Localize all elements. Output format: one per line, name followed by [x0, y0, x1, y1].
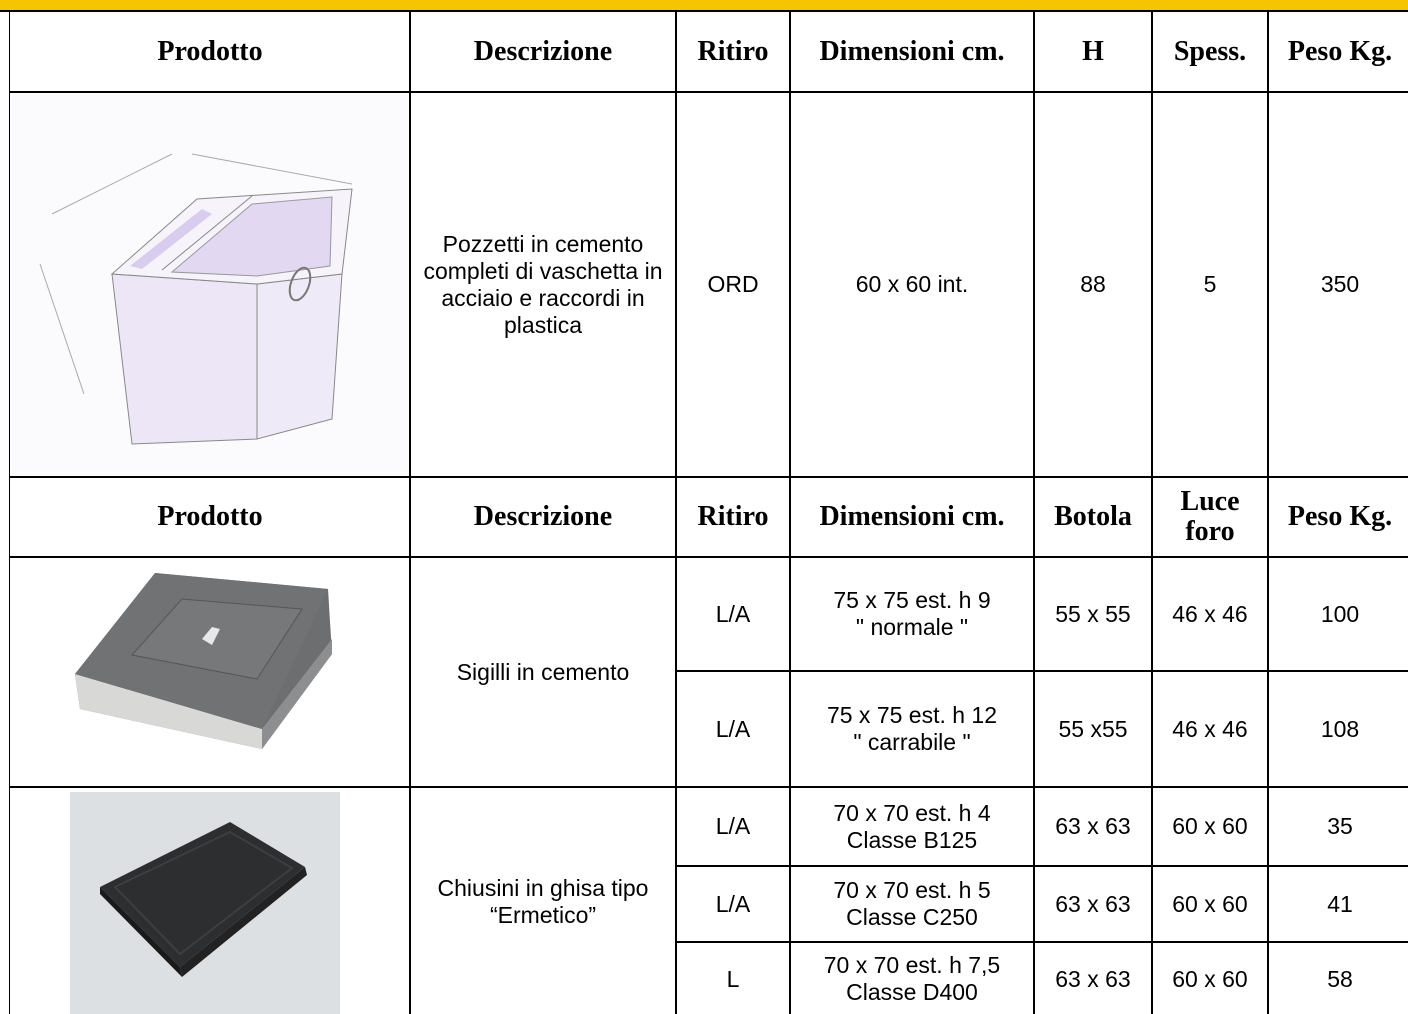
cell-value: 46 x 46 [1151, 670, 1269, 788]
cell-value: 58 [1267, 941, 1408, 1014]
column-header: Dimensioni cm. [789, 11, 1035, 93]
cell-value: 35 [1267, 786, 1408, 867]
description: Chiusini in ghisa tipo “Ermetico” [409, 786, 677, 1014]
cell-value: 63 x 63 [1033, 865, 1153, 943]
column-header: Prodotto [9, 11, 411, 93]
cell-value: L/A [675, 865, 791, 943]
cell-value: 70 x 70 est. h 4 Classe B125 [789, 786, 1035, 867]
cell-value: 75 x 75 est. h 12 " carrabile " [789, 670, 1035, 788]
column-header: Prodotto [9, 476, 411, 558]
cell-value: 350 [1267, 91, 1408, 478]
cell-value: 60 x 60 [1151, 786, 1269, 867]
image-cell [9, 556, 411, 788]
cell-value: 88 [1033, 91, 1153, 478]
cell-value: ORD [675, 91, 791, 478]
product-image [70, 792, 340, 1014]
cell-value: 55 x55 [1033, 670, 1153, 788]
image-cell [9, 786, 411, 1014]
cell-value: 60 x 60 [1151, 941, 1269, 1014]
cell-value: 41 [1267, 865, 1408, 943]
column-header: Peso Kg. [1267, 476, 1408, 558]
cell-value: L/A [675, 786, 791, 867]
cell-value: 70 x 70 est. h 5 Classe C250 [789, 865, 1035, 943]
column-header: Descrizione [409, 476, 677, 558]
cell-value: 100 [1267, 556, 1408, 672]
cell-value: 60 x 60 [1151, 865, 1269, 943]
cell-value: 5 [1151, 91, 1269, 478]
cell-value: 75 x 75 est. h 9 " normale " [789, 556, 1035, 672]
column-header: H [1033, 11, 1153, 93]
product-image [12, 94, 408, 475]
cell-value: 108 [1267, 670, 1408, 788]
column-header: Ritiro [675, 11, 791, 93]
cell-value: 46 x 46 [1151, 556, 1269, 672]
description: Sigilli in cemento [409, 556, 677, 788]
cell-value: L [675, 941, 791, 1014]
cell-value: 63 x 63 [1033, 786, 1153, 867]
description: Pozzetti in cemento completi di vaschett… [409, 91, 677, 478]
column-header: Descrizione [409, 11, 677, 93]
cell-value: 60 x 60 int. [789, 91, 1035, 478]
column-header: Ritiro [675, 476, 791, 558]
cell-value: L/A [675, 556, 791, 672]
image-cell [9, 91, 411, 478]
column-header: Peso Kg. [1267, 11, 1408, 93]
cell-value: 70 x 70 est. h 7,5 Classe D400 [789, 941, 1035, 1014]
product-image [75, 573, 332, 749]
cell-value: 63 x 63 [1033, 941, 1153, 1014]
column-header: Spess. [1151, 11, 1269, 93]
cell-value: 55 x 55 [1033, 556, 1153, 672]
cell-value: L/A [675, 670, 791, 788]
column-header: Botola [1033, 476, 1153, 558]
column-header: Luce foro [1151, 476, 1269, 558]
column-header: Dimensioni cm. [789, 476, 1035, 558]
